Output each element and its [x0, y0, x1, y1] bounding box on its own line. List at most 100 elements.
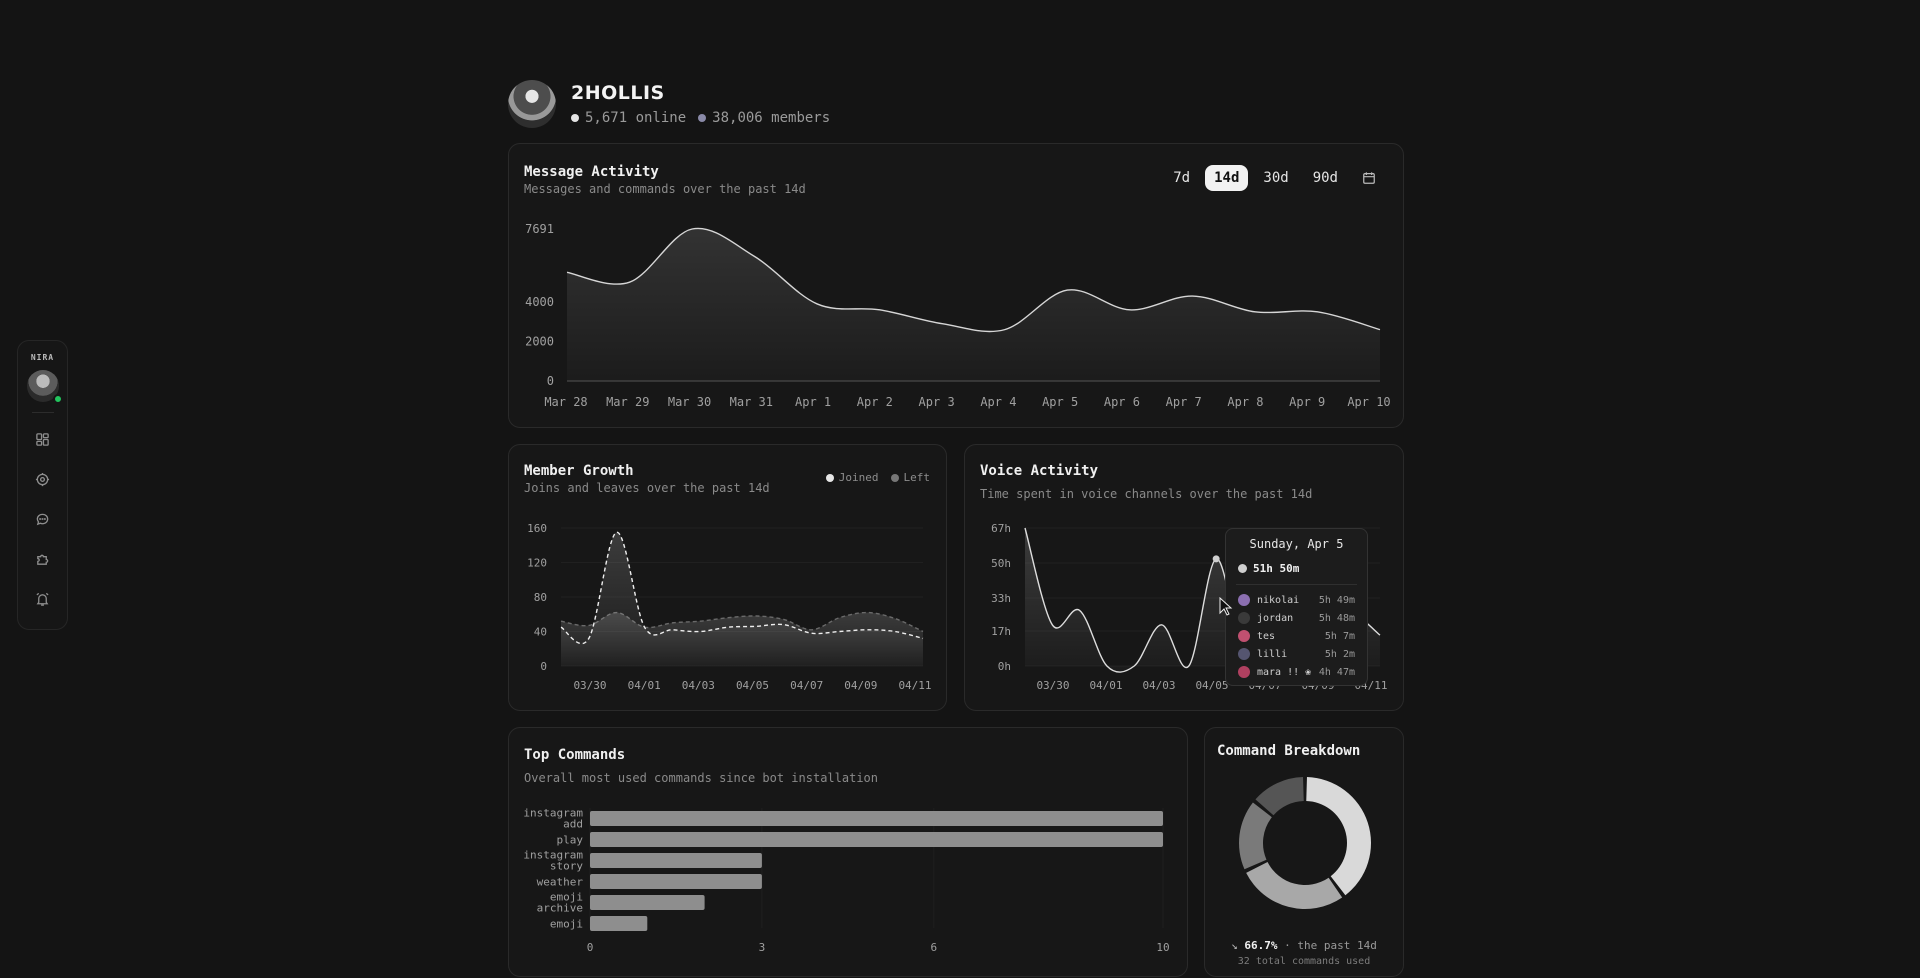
online-dot-icon — [571, 114, 579, 122]
y-tick-label: 17h — [991, 625, 1011, 638]
calendar-icon[interactable] — [1353, 164, 1385, 192]
tooltip-total: 51h 50m — [1238, 562, 1299, 575]
message-activity-subtitle: Messages and commands over the past 14d — [524, 182, 806, 196]
range-7d-button[interactable]: 7d — [1173, 170, 1191, 186]
command-bar — [590, 853, 762, 868]
category-label: instagram — [523, 807, 583, 820]
voice-activity-title: Voice Activity — [980, 463, 1099, 479]
x-tick-label: 04/01 — [1089, 679, 1122, 692]
member-growth-title: Member Growth — [524, 463, 634, 479]
x-tick-label: 04/03 — [682, 679, 715, 692]
x-tick-label: Apr 9 — [1289, 395, 1325, 409]
category-label: add — [563, 818, 583, 831]
legend-joined: Joined — [838, 471, 879, 484]
tooltip-user-value: 5h 49m — [1318, 594, 1355, 606]
message-series-line — [566, 227, 1381, 333]
command-bar — [590, 832, 1163, 847]
range-14d-button[interactable]: 14d — [1205, 165, 1249, 191]
y-tick-label: 4000 — [525, 295, 554, 309]
user-avatar[interactable] — [26, 370, 63, 404]
chat-icon[interactable] — [23, 499, 63, 539]
dashboard-icon[interactable] — [23, 419, 63, 459]
category-label: weather — [537, 876, 584, 889]
command-bar — [590, 811, 1163, 826]
range-30d-button[interactable]: 30d — [1263, 170, 1289, 186]
command-bar — [590, 895, 705, 910]
x-tick-label: Apr 8 — [1227, 395, 1263, 409]
member-growth-chart: 0 40 80 120 160 03/30 04/01 04/03 04/05 04/07 04/0… — [527, 522, 931, 692]
trend-suffix: · the past 14d — [1284, 939, 1377, 952]
x-tick-label: 10 — [1156, 941, 1169, 954]
tooltip-user-row: lilli 5h 2m — [1238, 648, 1355, 660]
user-avatar — [1238, 648, 1250, 660]
tooltip-user-name: tes — [1257, 630, 1276, 642]
tooltip-user-name: nikolai — [1257, 594, 1300, 606]
x-tick-label: Apr 1 — [795, 395, 831, 409]
x-tick-label: 3 — [759, 941, 766, 954]
category-label: archive — [537, 902, 583, 915]
category-label: emoji — [550, 918, 583, 931]
members-dot-icon — [698, 114, 707, 122]
tooltip-user-row: jordan 5h 48m — [1238, 612, 1355, 624]
tooltip-user-name: jordan — [1257, 612, 1294, 624]
y-tick-label: 160 — [527, 522, 547, 535]
y-tick-label: 0h — [998, 660, 1011, 673]
x-tick-label: 04/05 — [1195, 679, 1228, 692]
member-count: 38,006 members — [712, 110, 831, 126]
command-breakdown-chart — [1239, 777, 1371, 909]
x-tick-label: Apr 6 — [1104, 395, 1140, 409]
message-area — [567, 228, 1380, 381]
x-tick-label: Mar 31 — [730, 395, 773, 409]
trend-value: 66.7% — [1244, 939, 1278, 952]
category-label: play — [557, 834, 584, 847]
pie-slice — [1255, 777, 1304, 816]
alarm-icon[interactable] — [23, 579, 63, 619]
x-tick-label: 04/05 — [736, 679, 769, 692]
command-breakdown-card: Command Breakdown ↘ 66.7% · the past 14d… — [1204, 727, 1404, 977]
sidebar: NIRA — [17, 340, 68, 630]
hover-point — [1212, 555, 1220, 563]
x-tick-label: Apr 4 — [980, 395, 1016, 409]
x-tick-label: 03/30 — [573, 679, 606, 692]
command-breakdown-title: Command Breakdown — [1217, 743, 1361, 759]
tooltip-user-value: 5h 48m — [1318, 612, 1355, 624]
x-tick-label: 04/07 — [790, 679, 823, 692]
top-commands-card: Top Commands Overall most used commands … — [508, 727, 1188, 977]
x-tick-label: Apr 3 — [919, 395, 955, 409]
puzzle-icon[interactable] — [23, 539, 63, 579]
x-tick-label: 04/03 — [1142, 679, 1175, 692]
settings-cog-icon[interactable] — [23, 459, 63, 499]
y-tick-label: 50h — [991, 557, 1011, 570]
x-tick-label: Apr 5 — [1042, 395, 1078, 409]
member-growth-card: Member Growth Joins and leaves over the … — [508, 444, 947, 711]
left-series-line — [560, 611, 924, 633]
x-tick-label: Mar 30 — [668, 395, 711, 409]
joined-area — [561, 532, 923, 666]
category-label: story — [550, 860, 583, 873]
trend-down-icon: ↘ — [1231, 939, 1238, 952]
x-tick-label: Apr 10 — [1347, 395, 1390, 409]
x-tick-label: 6 — [930, 941, 937, 954]
y-tick-label: 67h — [991, 522, 1011, 535]
command-bar — [590, 874, 762, 889]
x-tick-label: 03/30 — [1036, 679, 1069, 692]
category-label: instagram — [523, 849, 583, 862]
range-90d-button[interactable]: 90d — [1312, 170, 1338, 186]
tooltip-user-value: 4h 47m — [1318, 666, 1355, 678]
message-activity-chart: 0 2000 4000 7691 Mar 28 Mar 29 Mar 30 Mar 31 Apr… — [525, 222, 1391, 409]
tooltip-user-name: lilli — [1257, 648, 1288, 660]
joined-series-line — [560, 531, 924, 645]
tooltip-date: Sunday, Apr 5 — [1249, 537, 1344, 551]
message-activity-title: Message Activity — [524, 164, 659, 180]
tooltip-user-value: 5h 7m — [1324, 630, 1355, 642]
x-tick-label: 04/01 — [628, 679, 661, 692]
guild-avatar — [508, 80, 556, 128]
member-growth-subtitle: Joins and leaves over the past 14d — [524, 481, 770, 495]
x-tick-label: 04/09 — [844, 679, 877, 692]
joined-legend-dot-icon — [825, 473, 834, 482]
x-tick-label: Apr 2 — [857, 395, 893, 409]
total-commands: 32 total commands used — [1237, 956, 1371, 967]
x-tick-label: Apr 7 — [1166, 395, 1202, 409]
y-tick-label: 120 — [527, 557, 547, 570]
user-avatar — [1238, 666, 1250, 678]
